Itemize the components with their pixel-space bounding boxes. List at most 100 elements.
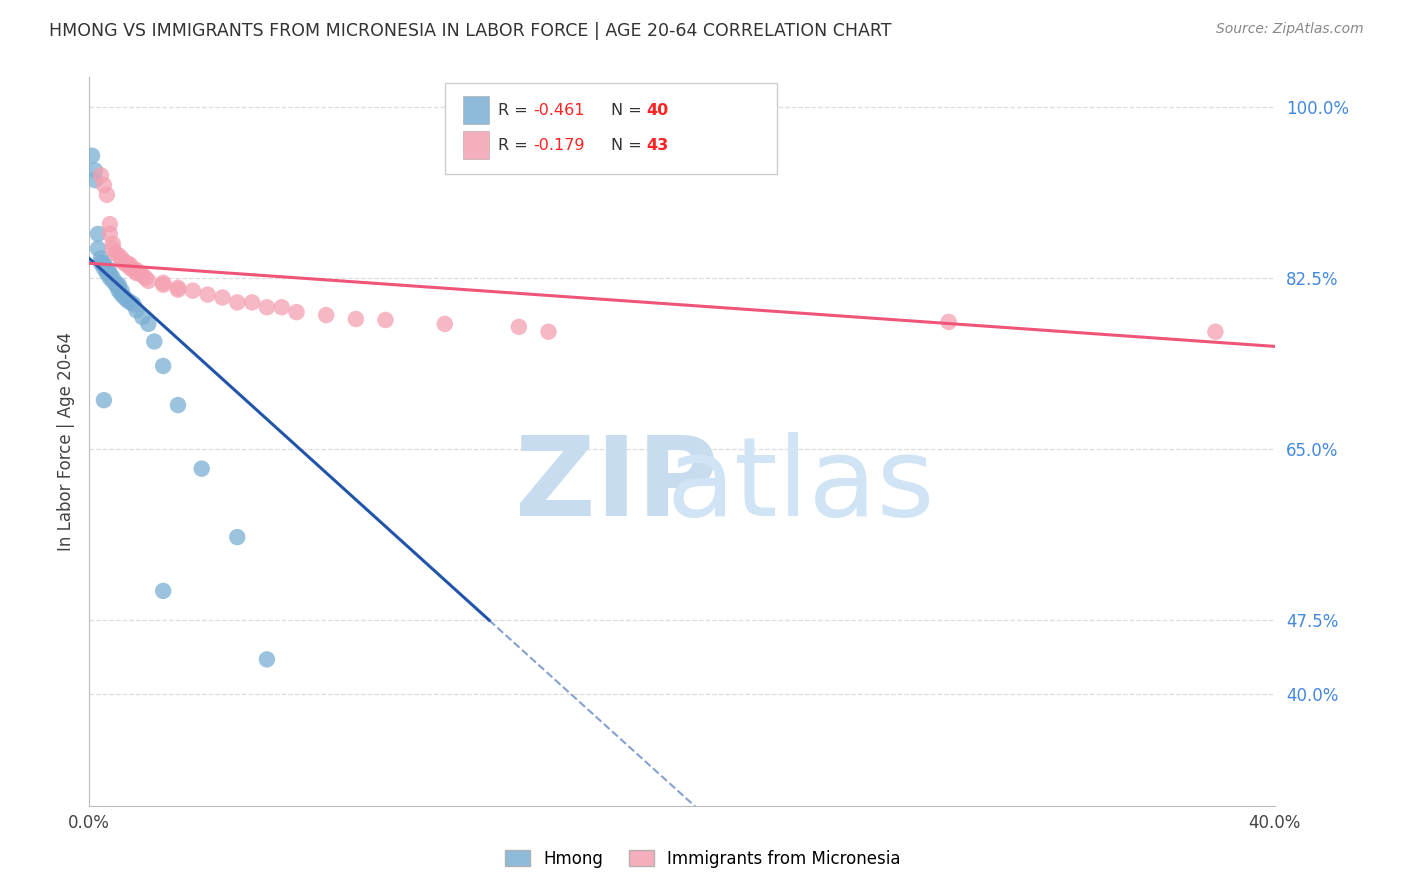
- Point: [125, 263, 148, 277]
- Point: [167, 398, 190, 412]
- Point: [374, 313, 396, 327]
- Point: [197, 287, 219, 301]
- Point: [938, 315, 960, 329]
- Point: [90, 256, 112, 270]
- Point: [117, 293, 139, 308]
- Point: [122, 263, 145, 277]
- Point: [84, 173, 107, 187]
- Point: [93, 261, 115, 276]
- Point: [96, 266, 118, 280]
- Point: [107, 277, 129, 292]
- Point: [285, 305, 308, 319]
- Point: [190, 461, 212, 475]
- Point: [84, 163, 107, 178]
- Point: [87, 242, 110, 256]
- Point: [152, 276, 174, 290]
- Point: [90, 168, 112, 182]
- Point: [344, 312, 367, 326]
- Point: [117, 256, 139, 270]
- Point: [315, 308, 337, 322]
- Point: [120, 258, 142, 272]
- Y-axis label: In Labor Force | Age 20-64: In Labor Force | Age 20-64: [58, 332, 75, 551]
- Point: [87, 227, 110, 241]
- Point: [93, 256, 115, 270]
- FancyBboxPatch shape: [444, 83, 776, 174]
- Text: R =: R =: [498, 138, 533, 153]
- Point: [98, 266, 121, 280]
- Point: [96, 264, 118, 278]
- Point: [138, 274, 160, 288]
- Point: [138, 317, 160, 331]
- Point: [98, 227, 121, 241]
- Point: [111, 287, 134, 301]
- FancyBboxPatch shape: [463, 131, 489, 159]
- Point: [537, 325, 560, 339]
- Text: atlas: atlas: [666, 432, 935, 539]
- Point: [125, 266, 148, 280]
- Point: [143, 334, 166, 349]
- Point: [152, 277, 174, 292]
- Point: [101, 242, 124, 256]
- Point: [111, 252, 134, 266]
- Point: [93, 258, 115, 272]
- Point: [120, 261, 142, 276]
- Point: [93, 393, 115, 408]
- Point: [134, 271, 156, 285]
- Point: [240, 295, 263, 310]
- Text: 40: 40: [647, 103, 669, 118]
- Point: [122, 297, 145, 311]
- Text: Source: ZipAtlas.com: Source: ZipAtlas.com: [1216, 22, 1364, 37]
- Point: [128, 266, 150, 280]
- Point: [131, 268, 153, 282]
- Point: [90, 252, 112, 266]
- Point: [120, 295, 142, 310]
- Point: [96, 187, 118, 202]
- Point: [256, 652, 278, 666]
- Text: HMONG VS IMMIGRANTS FROM MICRONESIA IN LABOR FORCE | AGE 20-64 CORRELATION CHART: HMONG VS IMMIGRANTS FROM MICRONESIA IN L…: [49, 22, 891, 40]
- Text: -0.179: -0.179: [534, 138, 585, 153]
- Point: [114, 291, 136, 305]
- Point: [114, 256, 136, 270]
- Point: [167, 281, 190, 295]
- Text: R =: R =: [498, 103, 533, 118]
- Legend: Hmong, Immigrants from Micronesia: Hmong, Immigrants from Micronesia: [499, 844, 907, 875]
- Point: [433, 317, 456, 331]
- Point: [226, 530, 249, 544]
- Text: ZIP: ZIP: [515, 432, 718, 539]
- Point: [125, 303, 148, 318]
- Point: [508, 319, 530, 334]
- Point: [181, 284, 204, 298]
- Point: [101, 274, 124, 288]
- Point: [104, 246, 127, 260]
- Point: [98, 217, 121, 231]
- Point: [98, 268, 121, 282]
- Point: [96, 261, 118, 276]
- Text: 43: 43: [647, 138, 669, 153]
- Point: [256, 300, 278, 314]
- Point: [107, 248, 129, 262]
- Point: [152, 583, 174, 598]
- Point: [101, 236, 124, 251]
- Point: [111, 254, 134, 268]
- Point: [167, 283, 190, 297]
- Point: [117, 258, 139, 272]
- Point: [107, 284, 129, 298]
- Point: [270, 300, 292, 314]
- Point: [104, 277, 127, 292]
- Text: -0.461: -0.461: [534, 103, 585, 118]
- Point: [152, 359, 174, 373]
- Point: [211, 291, 233, 305]
- Point: [93, 178, 115, 192]
- Point: [131, 310, 153, 324]
- Point: [104, 276, 127, 290]
- Point: [111, 284, 134, 298]
- Text: N =: N =: [610, 103, 647, 118]
- FancyBboxPatch shape: [463, 96, 489, 124]
- Point: [226, 295, 249, 310]
- Point: [101, 271, 124, 285]
- Point: [98, 271, 121, 285]
- Text: N =: N =: [610, 138, 647, 153]
- Point: [80, 149, 103, 163]
- Point: [1204, 325, 1226, 339]
- Point: [107, 281, 129, 295]
